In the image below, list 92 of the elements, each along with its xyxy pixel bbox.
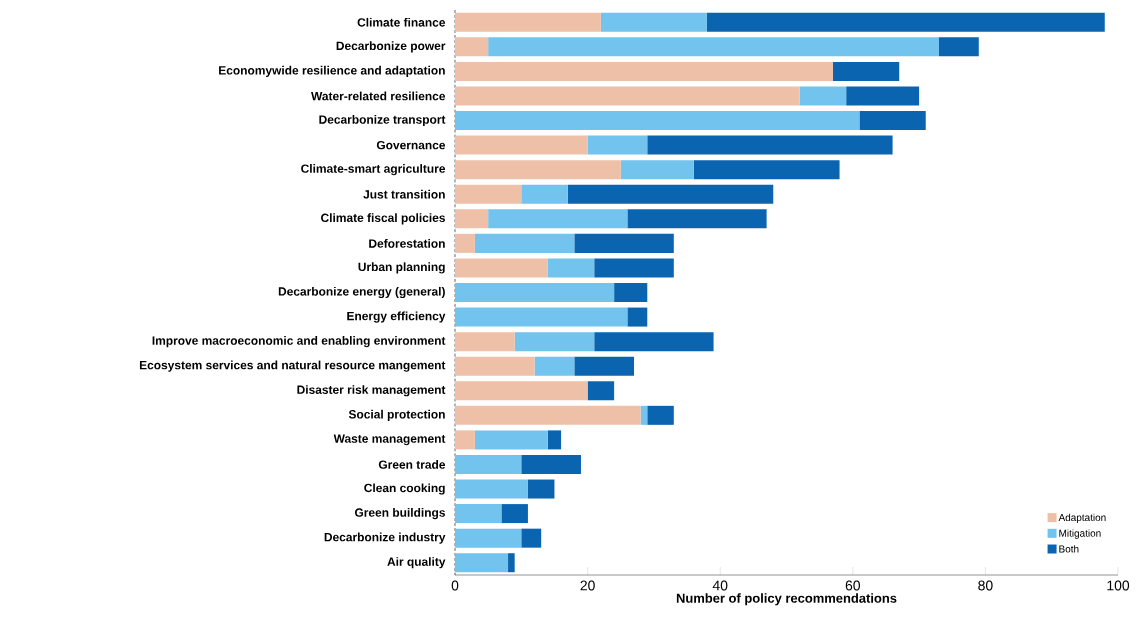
bar [455, 405, 641, 425]
bar [547, 258, 595, 278]
y-tick-label: Social protection [348, 409, 445, 421]
bar [567, 184, 774, 204]
bar [455, 553, 509, 573]
bar [455, 12, 601, 32]
x-tick-label: 20 [580, 580, 595, 591]
bar [521, 454, 581, 474]
bar [614, 283, 648, 302]
bar [594, 258, 674, 278]
bar [474, 233, 575, 253]
bar [587, 381, 615, 401]
y-tick-label: Energy efficiency [347, 311, 446, 323]
y-tick-label: Decarbonize power [336, 41, 446, 53]
y-tick-label: Air quality [387, 557, 446, 569]
y-tick-label: Climate finance [357, 17, 446, 27]
bar [455, 258, 548, 278]
bar [455, 356, 535, 376]
legend-label: Mitigation [1059, 529, 1101, 539]
bar [521, 528, 542, 548]
y-tick-label: Green trade [378, 460, 446, 469]
bar [647, 135, 893, 155]
bar [508, 553, 515, 573]
bar [706, 12, 1105, 32]
y-tick-label: Economywide resilience and adaptation [219, 65, 445, 77]
bar [455, 454, 522, 474]
bar [647, 405, 674, 425]
bar [547, 430, 562, 450]
bar [587, 135, 648, 155]
y-tick-label: Urban planning [358, 262, 445, 274]
y-tick-label: Deforestation [369, 238, 445, 248]
bar [832, 61, 900, 81]
bar [455, 504, 502, 524]
y-tick-label: Climate-smart agriculture [301, 164, 446, 176]
bar [939, 37, 979, 57]
y-tick-label: Decarbonize energy (general) [278, 286, 445, 299]
bar [574, 356, 635, 376]
bar [455, 381, 588, 401]
legend-label: Adaptation [1058, 513, 1106, 524]
bar [455, 111, 860, 131]
bar [455, 233, 475, 253]
bar [693, 160, 840, 180]
bar [527, 479, 555, 499]
bar [455, 430, 475, 450]
y-tick-label: Ecosystem services and natural resource mangement [139, 360, 446, 372]
bar [514, 332, 595, 352]
bar [627, 209, 767, 229]
bar [455, 332, 515, 352]
bar [846, 86, 920, 106]
x-tick-label: 0 [451, 580, 459, 591]
bar [455, 209, 489, 229]
y-tick-label: Improve macroeconomic and enabling environment [152, 336, 446, 348]
legend-label: Both [1059, 545, 1079, 553]
bar [620, 160, 694, 180]
bar [455, 86, 800, 106]
y-tick-label: Green buildings [354, 508, 445, 520]
bar [474, 430, 548, 450]
bar [455, 479, 528, 499]
y-tick-label: Waste management [333, 434, 446, 446]
bar [455, 37, 489, 57]
x-axis-title: Number of policy recommendations [676, 593, 897, 606]
bar [640, 405, 648, 425]
bar [534, 356, 575, 376]
bar [455, 528, 522, 548]
x-tick-label: 100 [1107, 580, 1130, 591]
bar [859, 111, 926, 131]
bar [799, 86, 847, 106]
x-tick-label: 40 [712, 580, 728, 591]
bar [574, 233, 674, 253]
bar [455, 61, 833, 81]
bar [488, 209, 628, 229]
bar [455, 307, 628, 327]
x-tick-label: 80 [978, 580, 993, 591]
bar [627, 307, 648, 327]
y-tick-label: Climate fiscal policies [321, 213, 445, 225]
bar [501, 504, 528, 524]
y-tick-label: Disaster risk management [297, 385, 446, 397]
y-tick-label: Decarbonize transport [319, 114, 446, 127]
bar [488, 37, 939, 57]
bar [521, 184, 568, 204]
bar [594, 332, 714, 352]
bar [455, 160, 621, 180]
y-tick-label: Governance [376, 140, 446, 150]
bar [600, 12, 707, 32]
y-tick-label: Just transition [363, 189, 445, 199]
y-tick-label: Decarbonize industry [324, 532, 446, 544]
y-tick-label: Water-related resilience [311, 91, 446, 101]
bar [455, 135, 588, 155]
bar [455, 184, 522, 204]
y-tick-label: Clean cooking [364, 483, 445, 495]
bar [455, 283, 615, 302]
x-tick-label: 60 [845, 580, 861, 591]
